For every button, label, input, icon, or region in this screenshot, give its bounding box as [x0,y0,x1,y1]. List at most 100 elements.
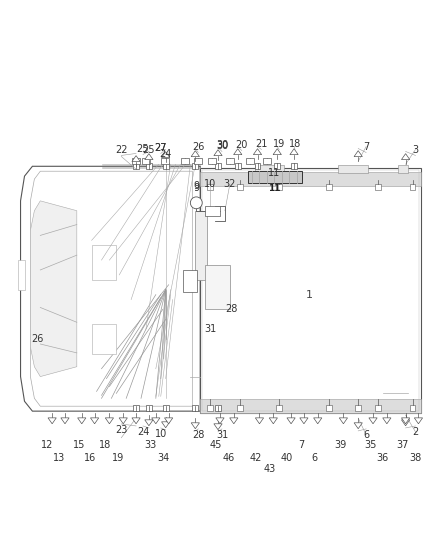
Text: 19: 19 [273,139,285,149]
Bar [410,405,416,411]
Text: 33: 33 [145,440,157,450]
Polygon shape [191,423,199,429]
Text: 7: 7 [363,142,369,151]
Polygon shape [48,418,57,424]
Bar [375,405,381,411]
Bar [355,405,361,411]
Bar [161,158,169,164]
Text: 23: 23 [115,425,127,435]
Polygon shape [300,418,308,424]
Text: 45: 45 [210,440,222,450]
Bar [276,405,282,411]
Bar [291,163,297,169]
Polygon shape [402,420,410,426]
Text: 18: 18 [99,440,112,450]
Text: 26: 26 [192,142,205,151]
Text: 34: 34 [158,453,170,463]
Polygon shape [253,149,261,155]
Bar [276,184,282,190]
Polygon shape [91,418,99,424]
Text: 28: 28 [226,304,238,314]
Polygon shape [290,149,298,155]
Text: 10: 10 [204,179,216,189]
Bar [181,158,189,164]
Bar [274,163,280,169]
Text: 38: 38 [410,453,422,463]
Bar [226,158,234,164]
Bar [202,170,420,411]
Circle shape [191,197,202,209]
Text: 15: 15 [73,440,85,450]
Bar [194,158,202,164]
Text: 13: 13 [53,453,65,463]
Bar [132,158,140,164]
Polygon shape [145,154,153,159]
Text: 7: 7 [298,440,304,450]
Polygon shape [105,418,113,424]
Bar [92,245,117,280]
Bar [192,163,198,169]
Bar [133,405,139,411]
Text: 26: 26 [31,334,43,344]
Text: 27: 27 [155,142,167,152]
Bar [325,184,332,190]
Text: 46: 46 [223,453,235,463]
Bar [163,163,169,169]
Text: 43: 43 [263,464,276,474]
Bar [208,158,216,164]
Polygon shape [162,152,170,158]
Text: 11: 11 [268,184,281,193]
Text: 40: 40 [281,453,293,463]
Bar [200,168,421,413]
Polygon shape [61,418,69,424]
Bar [207,405,213,411]
Text: 18: 18 [289,139,301,149]
Polygon shape [314,418,322,424]
Text: 36: 36 [377,453,389,463]
Bar [133,163,139,169]
Text: 9: 9 [193,183,199,193]
Polygon shape [78,418,86,424]
Text: 31: 31 [204,324,216,334]
Text: 10: 10 [155,429,167,439]
Text: 30: 30 [216,141,228,150]
Text: 24: 24 [159,149,172,159]
Text: 21: 21 [255,139,268,149]
Text: 25: 25 [137,143,149,154]
Text: 35: 35 [364,440,376,450]
Polygon shape [287,418,295,424]
Text: 9: 9 [193,181,199,191]
Text: 1: 1 [305,289,312,300]
Bar [163,405,169,411]
Bar [195,211,207,280]
Bar [207,184,213,190]
Text: 37: 37 [396,440,409,450]
Polygon shape [165,418,173,424]
Bar [192,405,198,411]
Text: 27: 27 [155,142,167,152]
Polygon shape [132,156,140,161]
Polygon shape [21,166,200,411]
Polygon shape [216,418,224,424]
Text: 2: 2 [412,427,419,437]
Text: 42: 42 [249,453,262,463]
Text: 25: 25 [143,144,155,155]
Polygon shape [255,418,264,424]
Bar [410,184,416,190]
Polygon shape [269,418,277,424]
Polygon shape [119,418,127,424]
Bar [142,158,150,164]
Text: 16: 16 [84,453,96,463]
Polygon shape [273,149,281,155]
Polygon shape [145,420,153,426]
Bar [205,206,220,216]
Bar [92,324,117,354]
Bar [325,405,332,411]
Polygon shape [132,418,140,424]
Text: 6: 6 [363,430,369,440]
Bar [146,405,152,411]
Bar [375,184,381,190]
Polygon shape [191,151,199,157]
Text: 32: 32 [224,179,236,189]
Polygon shape [414,418,423,424]
